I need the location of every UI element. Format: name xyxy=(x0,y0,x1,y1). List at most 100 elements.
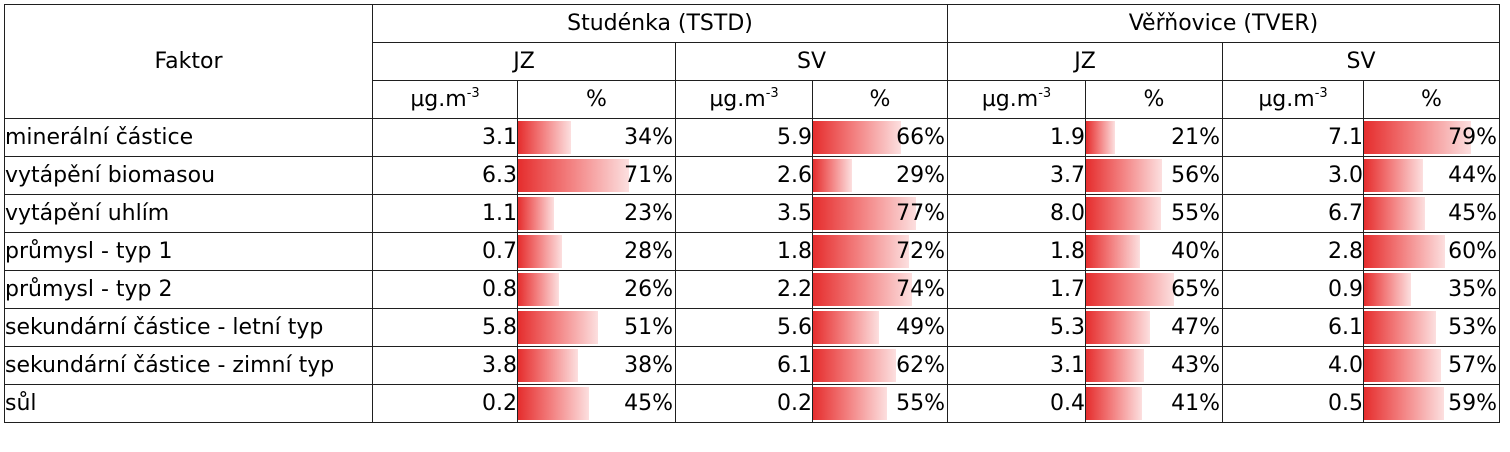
percent-value: 26% xyxy=(624,277,673,302)
percent-value: 71% xyxy=(624,163,673,188)
percent-cell: 74% xyxy=(812,270,948,309)
percent-cell: 49% xyxy=(812,308,948,347)
concentration-value: 3.8 xyxy=(372,346,518,385)
direction-header: SV xyxy=(1222,42,1500,81)
concentration-value: 7.1 xyxy=(1222,118,1364,157)
direction-header: JZ xyxy=(372,42,676,81)
concentration-value: 0.9 xyxy=(1222,270,1364,309)
factor-name: sůl xyxy=(4,384,373,423)
concentration-value: 1.9 xyxy=(947,118,1086,157)
data-bar xyxy=(1086,387,1142,420)
percent-cell: 65% xyxy=(1085,270,1223,309)
factor-name: vytápění uhlím xyxy=(4,194,373,233)
unit-header: µg.m-3 xyxy=(1222,80,1364,119)
percent-cell: 57% xyxy=(1363,346,1500,385)
concentration-value: 0.2 xyxy=(675,384,813,423)
table-row: vytápění biomasou 6.3 71% 2.6 29% 3.7 56% 3.0 44… xyxy=(4,156,1500,195)
concentration-value: 2.8 xyxy=(1222,232,1364,271)
concentration-value: 5.9 xyxy=(675,118,813,157)
percent-value: 56% xyxy=(1171,163,1220,188)
percent-value: 43% xyxy=(1171,353,1220,378)
unit-base: µg.m xyxy=(709,87,766,112)
percent-cell: 56% xyxy=(1085,156,1223,195)
percent-value: 34% xyxy=(624,125,673,150)
percent-cell: 26% xyxy=(517,270,676,309)
factor-name: průmysl - typ 2 xyxy=(4,270,373,309)
percent-value: 74% xyxy=(896,277,945,302)
percent-value: 49% xyxy=(896,315,945,340)
percent-cell: 59% xyxy=(1363,384,1500,423)
concentration-value: 5.6 xyxy=(675,308,813,347)
unit-exponent: -3 xyxy=(466,86,480,101)
concentration-value: 5.3 xyxy=(947,308,1086,347)
data-bar xyxy=(1364,349,1441,382)
concentration-value: 6.3 xyxy=(372,156,518,195)
concentration-value: 2.6 xyxy=(675,156,813,195)
concentration-value: 0.4 xyxy=(947,384,1086,423)
percent-header: % xyxy=(517,80,676,119)
table-row: průmysl - typ 2 0.8 26% 2.2 74% 1.7 65% 0.9 35% xyxy=(4,270,1500,309)
concentration-value: 0.5 xyxy=(1222,384,1364,423)
percent-value: 35% xyxy=(1448,277,1497,302)
data-bar xyxy=(1086,159,1163,192)
percent-cell: 45% xyxy=(517,384,676,423)
percent-cell: 66% xyxy=(812,118,948,157)
data-bar xyxy=(813,235,910,268)
concentration-value: 1.1 xyxy=(372,194,518,233)
data-bar xyxy=(1364,121,1471,154)
percent-value: 65% xyxy=(1171,277,1220,302)
table-row: vytápění uhlím 1.1 23% 3.5 77% 8.0 55% 6.7 45% xyxy=(4,194,1500,233)
data-bar xyxy=(1364,387,1444,420)
data-bar xyxy=(813,273,913,306)
concentration-value: 0.7 xyxy=(372,232,518,271)
percent-value: 60% xyxy=(1448,239,1497,264)
direction-header: JZ xyxy=(947,42,1223,81)
factor-column-header: Faktor xyxy=(4,4,373,119)
percent-value: 66% xyxy=(896,125,945,150)
table-row: minerální částice 3.1 34% 5.9 66% 1.9 21% 7.1 79… xyxy=(4,118,1500,157)
concentration-value: 8.0 xyxy=(947,194,1086,233)
data-bar xyxy=(1364,273,1412,306)
data-bar xyxy=(518,311,599,344)
data-bar xyxy=(518,273,559,306)
percent-value: 57% xyxy=(1448,353,1497,378)
concentration-value: 3.0 xyxy=(1222,156,1364,195)
percent-value: 29% xyxy=(896,163,945,188)
data-bar xyxy=(813,121,902,154)
table-row: sekundární částice - zimní typ 3.8 38% 6.1 6… xyxy=(4,346,1500,385)
data-bar xyxy=(1086,349,1145,382)
percent-cell: 62% xyxy=(812,346,948,385)
percent-cell: 29% xyxy=(812,156,948,195)
concentration-value: 1.8 xyxy=(675,232,813,271)
percent-cell: 51% xyxy=(517,308,676,347)
percent-value: 41% xyxy=(1171,391,1220,416)
unit-base: µg.m xyxy=(981,87,1039,112)
table-row: sůl 0.2 45% 0.2 55% 0.4 41% 0.5 59% xyxy=(4,384,1500,423)
percent-value: 77% xyxy=(896,201,945,226)
percent-cell: 21% xyxy=(1085,118,1223,157)
percent-header: % xyxy=(1363,80,1500,119)
percent-value: 47% xyxy=(1171,315,1220,340)
data-bar xyxy=(1364,311,1436,344)
percent-cell: 40% xyxy=(1085,232,1223,271)
percent-cell: 47% xyxy=(1085,308,1223,347)
unit-base: µg.m xyxy=(1258,87,1315,112)
data-bar xyxy=(518,235,562,268)
concentration-value: 6.1 xyxy=(675,346,813,385)
unit-exponent: -3 xyxy=(1038,86,1052,101)
percent-value: 21% xyxy=(1171,125,1220,150)
percent-header: % xyxy=(812,80,948,119)
data-bar xyxy=(1086,235,1141,268)
unit-header: µg.m-3 xyxy=(675,80,813,119)
percent-cell: 71% xyxy=(517,156,676,195)
concentration-value: 1.7 xyxy=(947,270,1086,309)
percent-value: 23% xyxy=(624,201,673,226)
percent-cell: 79% xyxy=(1363,118,1500,157)
direction-header: SV xyxy=(675,42,948,81)
percent-cell: 41% xyxy=(1085,384,1223,423)
percent-cell: 35% xyxy=(1363,270,1500,309)
factor-name: minerální částice xyxy=(4,118,373,157)
percent-value: 38% xyxy=(624,353,673,378)
percent-value: 45% xyxy=(624,391,673,416)
percent-cell: 28% xyxy=(517,232,676,271)
